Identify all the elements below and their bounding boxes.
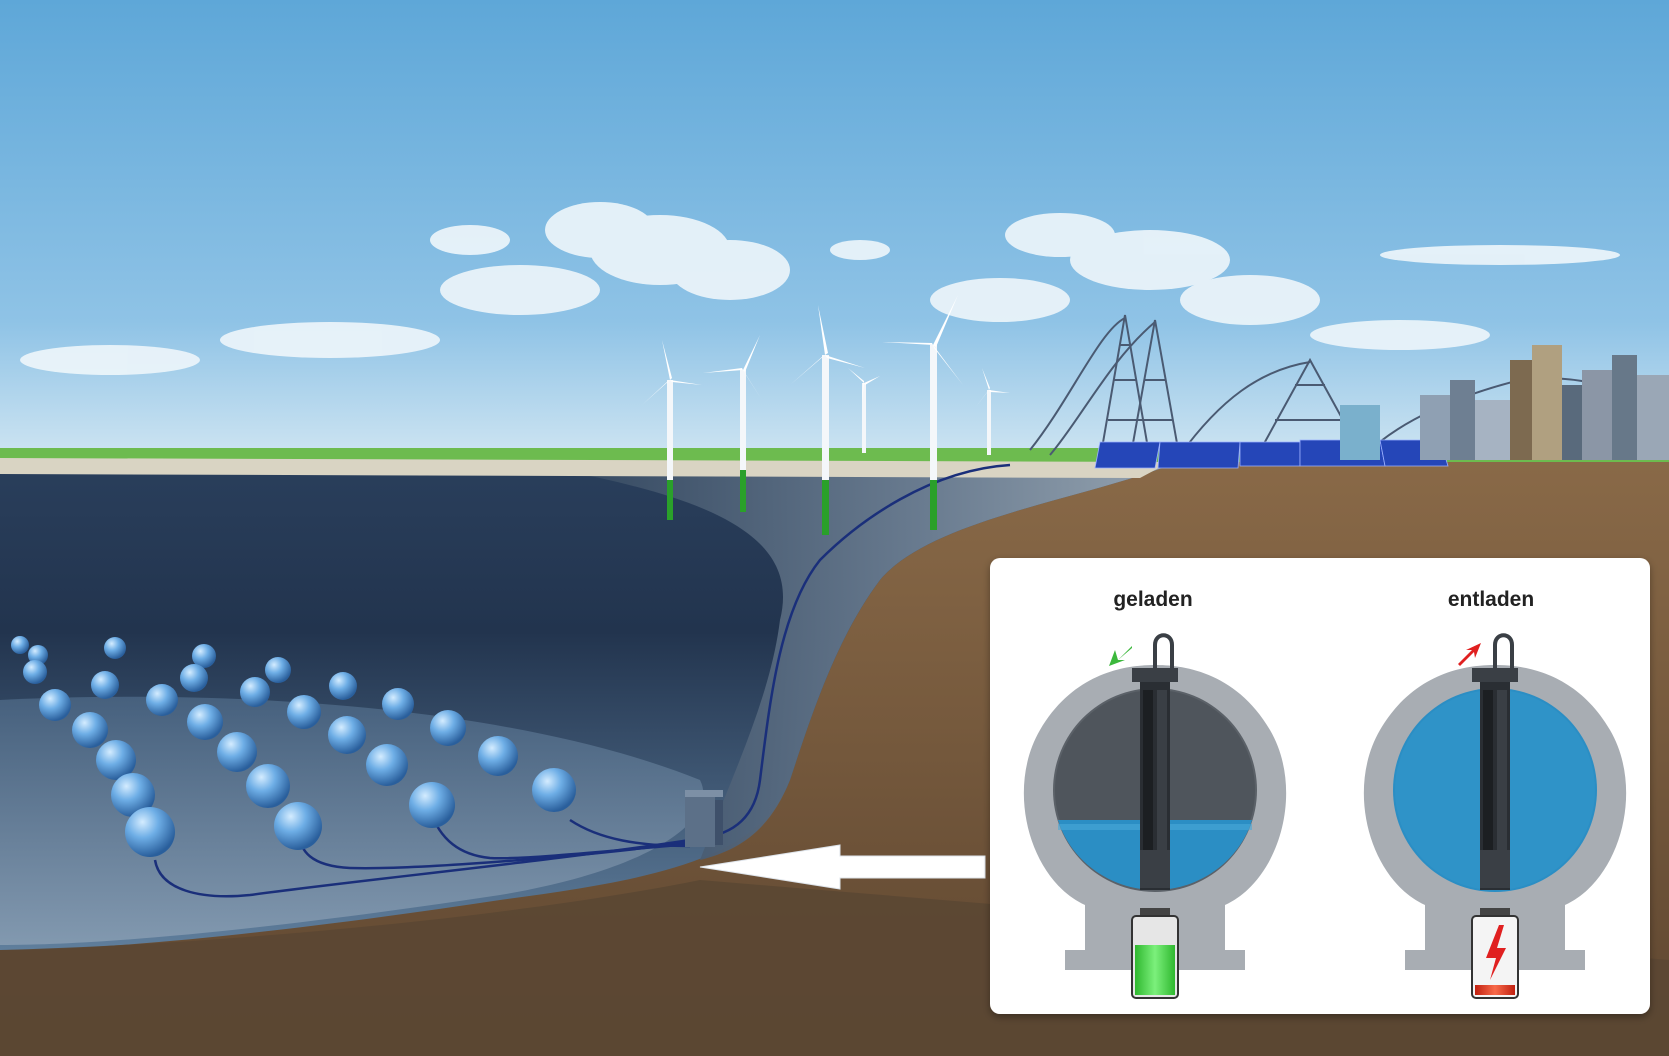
lightning-icon <box>1486 925 1506 980</box>
seabed-slope <box>560 465 1170 860</box>
turbine <box>848 368 880 453</box>
sea-floor <box>0 696 704 945</box>
arrow-down-left-icon <box>1109 646 1132 666</box>
storage-spheres <box>11 636 576 857</box>
sphere-discharged: entladen <box>1363 588 1627 999</box>
beach <box>0 458 1170 478</box>
turbine <box>882 295 963 530</box>
wind-turbines <box>642 295 1010 535</box>
subsea-cables <box>153 463 1011 898</box>
label-discharged: entladen <box>1448 588 1534 611</box>
turbine <box>642 340 702 520</box>
pointer-arrow <box>699 844 986 890</box>
pump-station <box>685 790 723 847</box>
label-charged: geladen <box>1113 588 1192 611</box>
city-skyline <box>1340 345 1669 460</box>
sphere-charged: geladen <box>1023 588 1287 999</box>
turbine <box>703 335 762 512</box>
clouds <box>20 202 1620 375</box>
arrow-up-right-icon <box>1458 643 1481 666</box>
turbine <box>975 368 1010 455</box>
turbine <box>790 305 865 535</box>
sky <box>0 0 1669 460</box>
solar-panels <box>1094 439 1449 469</box>
